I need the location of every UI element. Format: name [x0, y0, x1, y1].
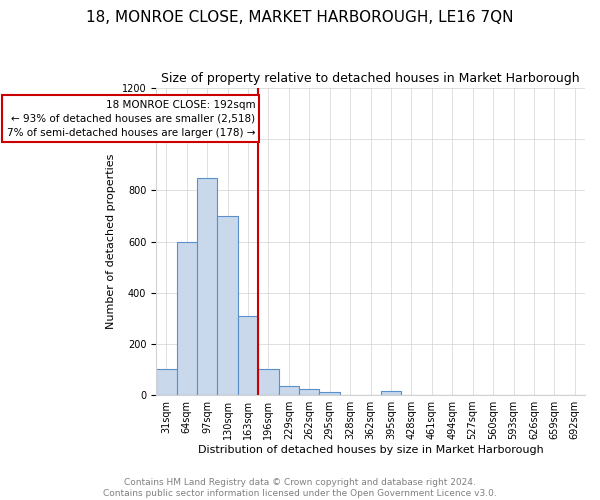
Bar: [319, 392, 340, 395]
Text: 18 MONROE CLOSE: 192sqm
← 93% of detached houses are smaller (2,518)
7% of semi-: 18 MONROE CLOSE: 192sqm ← 93% of detache…: [7, 100, 255, 138]
Bar: [217, 216, 238, 395]
Text: 18, MONROE CLOSE, MARKET HARBOROUGH, LE16 7QN: 18, MONROE CLOSE, MARKET HARBOROUGH, LE1…: [86, 10, 514, 25]
Y-axis label: Number of detached properties: Number of detached properties: [106, 154, 116, 330]
Bar: [258, 370, 278, 395]
Bar: [238, 316, 258, 395]
Bar: [156, 370, 176, 395]
Bar: [381, 391, 401, 395]
Bar: [278, 386, 299, 395]
X-axis label: Distribution of detached houses by size in Market Harborough: Distribution of detached houses by size …: [197, 445, 544, 455]
Bar: [197, 178, 217, 395]
Text: Contains HM Land Registry data © Crown copyright and database right 2024.
Contai: Contains HM Land Registry data © Crown c…: [103, 478, 497, 498]
Title: Size of property relative to detached houses in Market Harborough: Size of property relative to detached ho…: [161, 72, 580, 86]
Bar: [299, 388, 319, 395]
Bar: [176, 242, 197, 395]
